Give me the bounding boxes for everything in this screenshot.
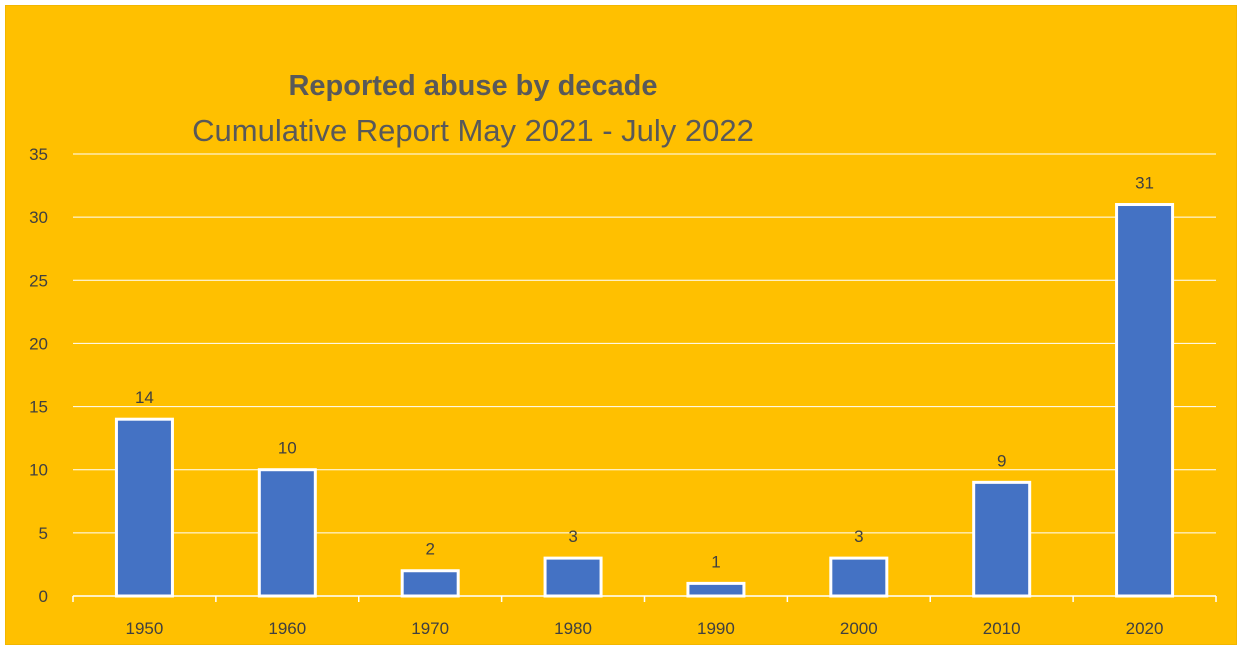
- x-tick-label-2000: 2000: [840, 619, 878, 638]
- chart-subtitle: Cumulative Report May 2021 - July 2022: [192, 113, 754, 148]
- y-tick-label-25: 25: [29, 271, 48, 290]
- data-label-2010: 9: [997, 451, 1006, 470]
- y-tick-label-20: 20: [29, 334, 48, 353]
- y-tick-label-35: 35: [29, 145, 48, 164]
- data-label-1970: 2: [425, 540, 434, 559]
- data-label-1960: 10: [278, 439, 297, 458]
- x-axis: 1950 1960 1970 1980 1990 2000 2010 2020: [72, 595, 1217, 638]
- bar-1980: [543, 556, 603, 598]
- data-label-2020: 31: [1135, 174, 1154, 193]
- data-label-2000: 3: [854, 527, 863, 546]
- x-tick-label-1960: 1960: [268, 619, 306, 638]
- bars: [114, 203, 1175, 598]
- data-label-1950: 14: [135, 388, 154, 407]
- x-tick-label-1990: 1990: [697, 619, 735, 638]
- x-tick-label-1950: 1950: [126, 619, 164, 638]
- x-tick-label-2020: 2020: [1126, 619, 1164, 638]
- y-axis-tick-labels: 0 5 10 15 20 25 30 35: [29, 145, 48, 606]
- bar-2010: [972, 480, 1032, 598]
- y-tick-label-15: 15: [29, 398, 48, 417]
- gridlines: [73, 153, 1216, 534]
- x-tick-label-1970: 1970: [411, 619, 449, 638]
- y-tick-label-5: 5: [39, 524, 48, 543]
- x-tick-label-1980: 1980: [554, 619, 592, 638]
- bar-1950: [114, 417, 174, 598]
- bar-1970: [400, 569, 460, 598]
- chart-area: [5, 5, 1237, 645]
- data-label-1990: 1: [711, 552, 720, 571]
- bar-2020: [1115, 203, 1175, 598]
- bar-1960: [257, 468, 317, 598]
- x-tick-label-2010: 2010: [983, 619, 1021, 638]
- bar-1990: [686, 581, 746, 598]
- y-tick-label-30: 30: [29, 208, 48, 227]
- y-tick-label-10: 10: [29, 461, 48, 480]
- chart-title: Reported abuse by decade: [288, 70, 657, 102]
- y-tick-label-0: 0: [39, 587, 48, 606]
- bar-2000: [829, 556, 889, 598]
- data-label-1980: 3: [568, 527, 577, 546]
